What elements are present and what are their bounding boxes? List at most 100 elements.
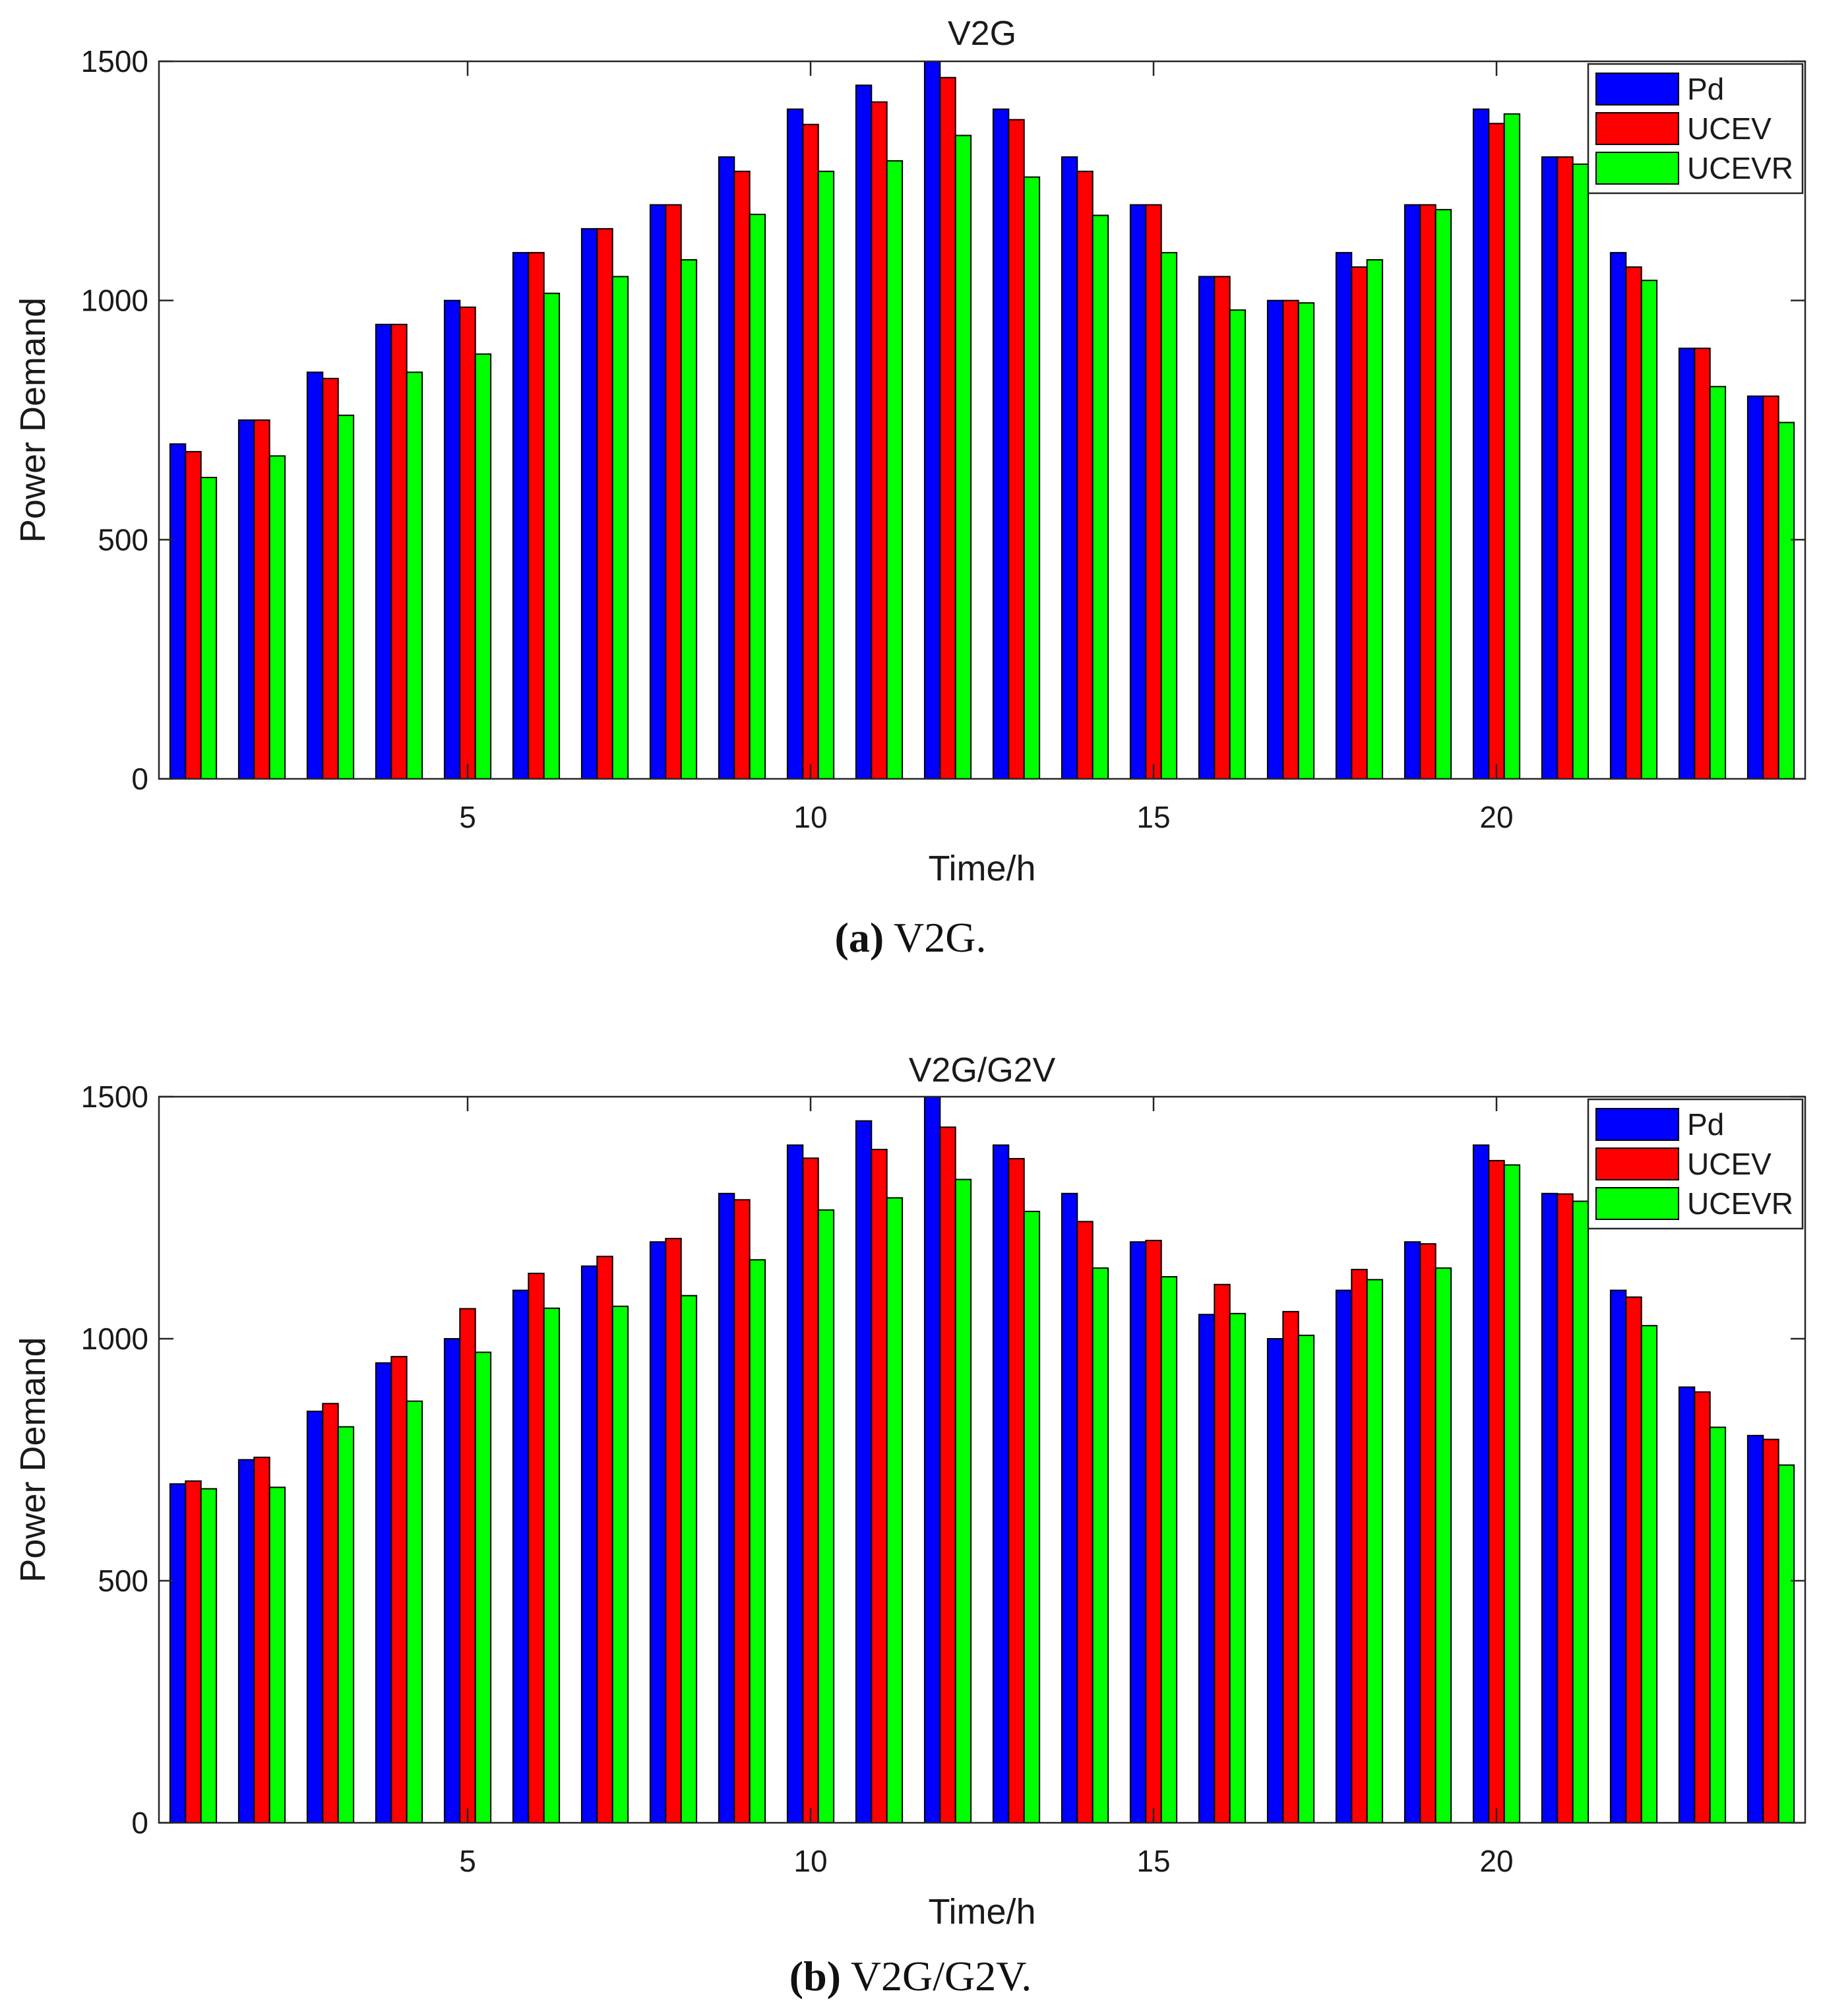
bar-ucev-14: [1076, 1221, 1094, 1823]
bar-ucev-2: [253, 419, 270, 779]
x-axis-label: Time/h: [928, 1892, 1035, 1932]
bar-ucevr-5: [474, 353, 492, 779]
bar-ucevr-18: [1366, 1279, 1384, 1823]
bar-pd-24: [1746, 1434, 1764, 1824]
legend-swatch-ucev: [1595, 1147, 1679, 1180]
bar-ucev-11: [871, 1149, 888, 1823]
bar-ucev-23: [1694, 348, 1711, 779]
bar-ucevr-3: [337, 414, 355, 779]
bar-ucev-21: [1557, 1193, 1574, 1824]
bar-ucev-15: [1145, 1239, 1162, 1824]
bar-ucevr-22: [1640, 280, 1658, 780]
bar-ucev-12: [939, 1126, 956, 1823]
y-tick-label: 1500: [81, 1080, 148, 1114]
bar-pd-19: [1404, 204, 1421, 780]
bar-pd-22: [1609, 252, 1627, 779]
y-tick-label: 0: [131, 762, 148, 796]
bar-pd-4: [375, 323, 392, 779]
legend-label-ucevr: UCEVR: [1687, 1186, 1793, 1221]
bar-ucev-2: [253, 1456, 270, 1824]
bar-ucev-3: [322, 377, 339, 779]
x-tick-label: 10: [793, 1844, 827, 1878]
bar-pd-21: [1541, 156, 1559, 780]
x-tick-label: 15: [1136, 1844, 1170, 1878]
chart-title: V2G: [948, 15, 1016, 53]
caption-b: (b) V2G/G2V.: [0, 1952, 1821, 2001]
plot-area: [159, 1097, 1805, 1823]
bar-pd-6: [512, 252, 530, 779]
bar-ucevr-11: [886, 1197, 904, 1823]
legend-swatch-ucev: [1595, 112, 1679, 145]
bar-ucevr-19: [1435, 1267, 1452, 1824]
bar-pd-5: [443, 1338, 461, 1823]
bar-pd-7: [580, 228, 598, 780]
y-tick-label: 500: [98, 1564, 148, 1598]
bar-ucevr-20: [1503, 113, 1521, 779]
bar-ucev-9: [733, 1199, 751, 1824]
bar-ucevr-3: [337, 1426, 355, 1823]
legend-label-pd: Pd: [1687, 1107, 1724, 1142]
bar-pd-22: [1609, 1289, 1627, 1823]
legend-label-ucev: UCEV: [1687, 1147, 1772, 1181]
bar-ucev-15: [1145, 204, 1162, 780]
bar-ucevr-5: [474, 1351, 492, 1823]
bar-pd-9: [718, 1192, 735, 1824]
x-tick-label: 5: [459, 1844, 476, 1878]
caption-a-text: V2G.: [894, 914, 987, 961]
y-tick-label: 0: [131, 1806, 148, 1840]
bar-pd-23: [1678, 1386, 1696, 1823]
caption-a-label: (a): [834, 914, 884, 961]
bar-ucev-4: [390, 1356, 408, 1823]
bar-pd-12: [923, 1096, 941, 1823]
bar-ucevr-11: [886, 160, 904, 780]
bar-pd-17: [1266, 299, 1284, 779]
bar-ucevr-13: [1023, 1210, 1041, 1823]
bar-pd-2: [237, 1459, 255, 1823]
bar-ucevr-12: [954, 135, 972, 779]
bar-ucevr-16: [1229, 309, 1247, 779]
bar-pd-12: [923, 61, 941, 779]
bar-ucevr-10: [817, 170, 835, 779]
bar-ucevr-8: [680, 1295, 698, 1823]
bar-ucevr-9: [749, 214, 766, 779]
y-axis-label: Power Demand: [13, 1337, 53, 1582]
bar-ucev-14: [1076, 170, 1094, 779]
bar-ucevr-14: [1092, 214, 1109, 780]
bar-ucevr-19: [1435, 208, 1452, 779]
caption-b-text: V2G/G2V.: [850, 1953, 1032, 2000]
bar-ucev-3: [322, 1403, 339, 1823]
bar-ucev-17: [1282, 1310, 1299, 1823]
bar-ucev-13: [1008, 1157, 1025, 1823]
plot-area: [159, 61, 1805, 779]
bar-ucev-19: [1419, 204, 1436, 780]
y-tick-label: 500: [98, 522, 148, 557]
legend: Pd UCEV UCEVR: [1587, 1098, 1804, 1230]
y-tick-label: 1000: [81, 284, 148, 318]
bar-pd-20: [1472, 108, 1490, 780]
x-tick-label: 15: [1136, 800, 1170, 834]
bar-pd-15: [1129, 204, 1147, 780]
caption-a: (a) V2G.: [0, 913, 1821, 962]
axes-frame: [158, 1095, 1806, 1824]
bar-ucevr-21: [1572, 1200, 1590, 1823]
bar-ucevr-10: [817, 1209, 835, 1823]
bar-ucev-20: [1488, 123, 1505, 779]
bar-pd-1: [169, 443, 187, 779]
legend-swatch-ucevr: [1595, 1187, 1679, 1220]
bar-pd-7: [580, 1265, 598, 1823]
bar-pd-14: [1061, 156, 1078, 780]
bar-pd-16: [1198, 1314, 1216, 1824]
bar-pd-5: [443, 299, 461, 779]
bar-ucev-12: [939, 76, 956, 779]
legend-swatch-pd: [1595, 1108, 1679, 1141]
bar-ucev-16: [1214, 276, 1231, 779]
bar-ucevr-13: [1023, 176, 1041, 780]
bar-ucev-5: [459, 1308, 476, 1823]
legend-swatch-ucevr: [1595, 152, 1679, 185]
bar-ucev-22: [1625, 1296, 1642, 1823]
bar-ucev-11: [871, 101, 888, 780]
bar-ucevr-14: [1092, 1267, 1109, 1824]
bar-ucevr-15: [1160, 252, 1178, 779]
x-tick-label: 20: [1479, 1844, 1513, 1878]
bar-pd-3: [306, 1411, 324, 1824]
